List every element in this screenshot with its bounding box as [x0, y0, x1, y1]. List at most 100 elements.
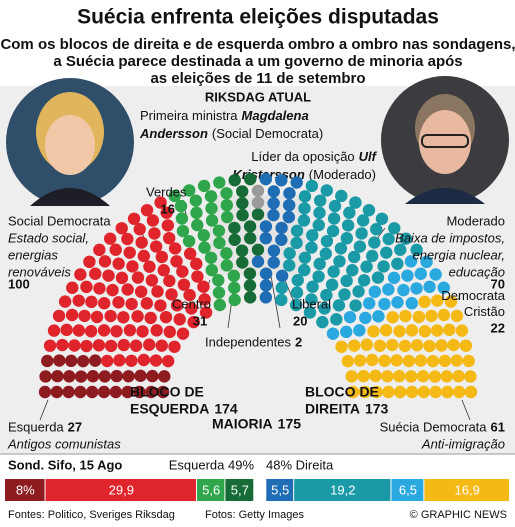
seat [154, 299, 167, 312]
seat [80, 339, 93, 353]
seat [228, 233, 241, 246]
party-seats: 27 [68, 419, 82, 434]
seat [405, 385, 419, 399]
leader-caption: Líder da oposição Ulf [251, 149, 377, 164]
seat [375, 212, 389, 225]
seat [185, 302, 198, 315]
seat [58, 295, 72, 308]
seat [243, 291, 257, 304]
seat [386, 311, 399, 324]
seat [136, 325, 149, 338]
seat [183, 288, 196, 302]
seat [414, 354, 428, 367]
party-name: Moderado [446, 213, 505, 228]
bloc-seats: 174 [214, 401, 238, 417]
seat [146, 214, 160, 227]
seat [151, 285, 164, 298]
seat [357, 369, 370, 383]
credit: © GRAPHIC NEWS [410, 509, 507, 521]
poll-segment [266, 479, 294, 501]
seat [275, 269, 289, 283]
seat [290, 176, 303, 189]
seat [161, 354, 175, 368]
leader-party: (Moderado) [309, 167, 376, 182]
seat [97, 385, 111, 399]
seat [401, 269, 414, 282]
seat [353, 354, 367, 367]
party-seats: 31 [193, 313, 207, 328]
seat [125, 297, 138, 311]
seat [267, 197, 280, 210]
seat [259, 291, 273, 304]
seat [450, 309, 464, 323]
seat [131, 310, 144, 323]
seat [235, 244, 249, 257]
seat [115, 222, 128, 235]
seat [405, 324, 419, 337]
seat [197, 179, 211, 193]
seat [251, 243, 265, 256]
seat [330, 313, 343, 326]
seat [402, 354, 416, 368]
chart-title: RIKSDAG ATUAL [205, 89, 311, 104]
seat [335, 189, 348, 203]
seat [387, 271, 401, 285]
seat [443, 323, 456, 337]
seat [112, 296, 125, 309]
seat [259, 267, 273, 280]
seat [86, 370, 100, 383]
seat [228, 174, 241, 187]
seat [438, 354, 452, 368]
seat [394, 243, 407, 256]
seat [220, 187, 233, 200]
seat [312, 218, 325, 232]
seat [343, 310, 357, 324]
seat [64, 354, 78, 368]
seat [362, 203, 376, 217]
seat [464, 385, 478, 399]
majority-label: MAIORIA [212, 416, 273, 432]
poll-segment [391, 479, 424, 501]
poll-value: 19,2 [330, 482, 355, 497]
seat [191, 218, 204, 232]
sources: Fontes: Politico, Sveriges Riksdag [8, 509, 175, 521]
seat [379, 324, 393, 337]
seat [228, 221, 241, 235]
poll-segment [5, 479, 45, 501]
seat [236, 185, 249, 198]
seat [72, 294, 85, 307]
seat [135, 236, 148, 249]
seat [244, 172, 257, 186]
seat [404, 255, 418, 268]
seat [80, 280, 93, 294]
seat [176, 327, 190, 340]
seat [197, 229, 210, 242]
seat [290, 286, 304, 299]
leader-role: Líder da oposição [251, 149, 354, 164]
seat [431, 294, 444, 307]
seat [275, 233, 288, 246]
seat [267, 185, 280, 198]
seat [243, 267, 257, 280]
seat [345, 370, 358, 383]
seat [213, 236, 226, 250]
seat [397, 283, 410, 297]
seat [259, 220, 273, 233]
seat [117, 338, 130, 352]
seat [290, 224, 304, 238]
seat [291, 274, 304, 287]
seat [360, 338, 373, 351]
party-seats: 16 [161, 201, 175, 216]
party-description: energia nuclear, [412, 247, 505, 262]
seat [306, 229, 319, 242]
seat [173, 313, 186, 326]
seat [183, 184, 196, 197]
seat [133, 385, 146, 399]
seat [65, 308, 79, 322]
poll-value: 8% [16, 482, 35, 497]
seat [359, 311, 372, 325]
seat [346, 264, 359, 277]
seat [394, 385, 407, 399]
seat [275, 174, 288, 187]
party-name: Esquerda [8, 419, 64, 434]
